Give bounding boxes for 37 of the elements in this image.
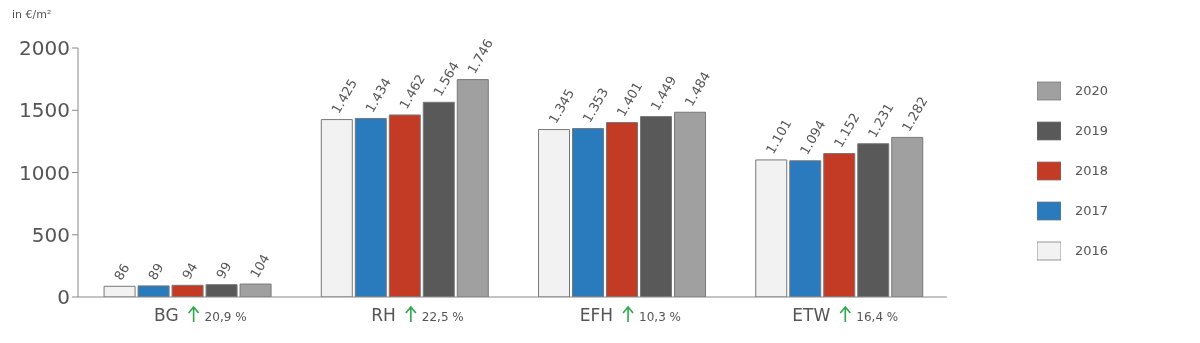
bar xyxy=(857,143,890,297)
bar xyxy=(640,116,673,297)
x-tick-label: BG xyxy=(154,305,179,325)
text: 10,3 % xyxy=(639,310,681,324)
data-label: 89 xyxy=(145,260,167,283)
bar xyxy=(606,122,639,297)
x-tick-label: RH xyxy=(371,305,396,325)
bar xyxy=(538,129,571,297)
data-label: 94 xyxy=(179,259,201,282)
y-tick-label: 2000 xyxy=(19,36,70,61)
bar xyxy=(891,136,924,297)
y-axis-title: in €/m² xyxy=(12,8,52,21)
legend-label: 2016 xyxy=(1074,242,1108,258)
y-tick-label: 500 xyxy=(31,222,70,247)
bar xyxy=(354,117,387,297)
bar xyxy=(789,160,822,297)
x-tick-label: ETW xyxy=(792,305,831,325)
data-label: 86 xyxy=(111,260,133,283)
y-tick-label: 1500 xyxy=(19,98,70,123)
legend-label: 2019 xyxy=(1074,122,1108,138)
data-label: 99 xyxy=(213,259,235,282)
bar xyxy=(823,153,856,297)
bar xyxy=(572,128,605,297)
legend-label: 2017 xyxy=(1074,202,1108,218)
y-tick-label: 1000 xyxy=(19,160,70,185)
bar xyxy=(674,111,707,297)
y-tick-label: 0 xyxy=(57,285,70,310)
bar xyxy=(456,79,489,297)
bar xyxy=(755,159,788,297)
bar xyxy=(388,114,421,297)
legend-label: 2020 xyxy=(1074,82,1108,98)
legend-label: 2018 xyxy=(1074,162,1108,178)
text: 22,5 % xyxy=(421,310,464,324)
x-tick-label: EFH xyxy=(579,305,614,325)
bar xyxy=(320,119,353,297)
text: 20,9 % xyxy=(204,310,247,324)
text: 16,4 % xyxy=(856,310,899,324)
